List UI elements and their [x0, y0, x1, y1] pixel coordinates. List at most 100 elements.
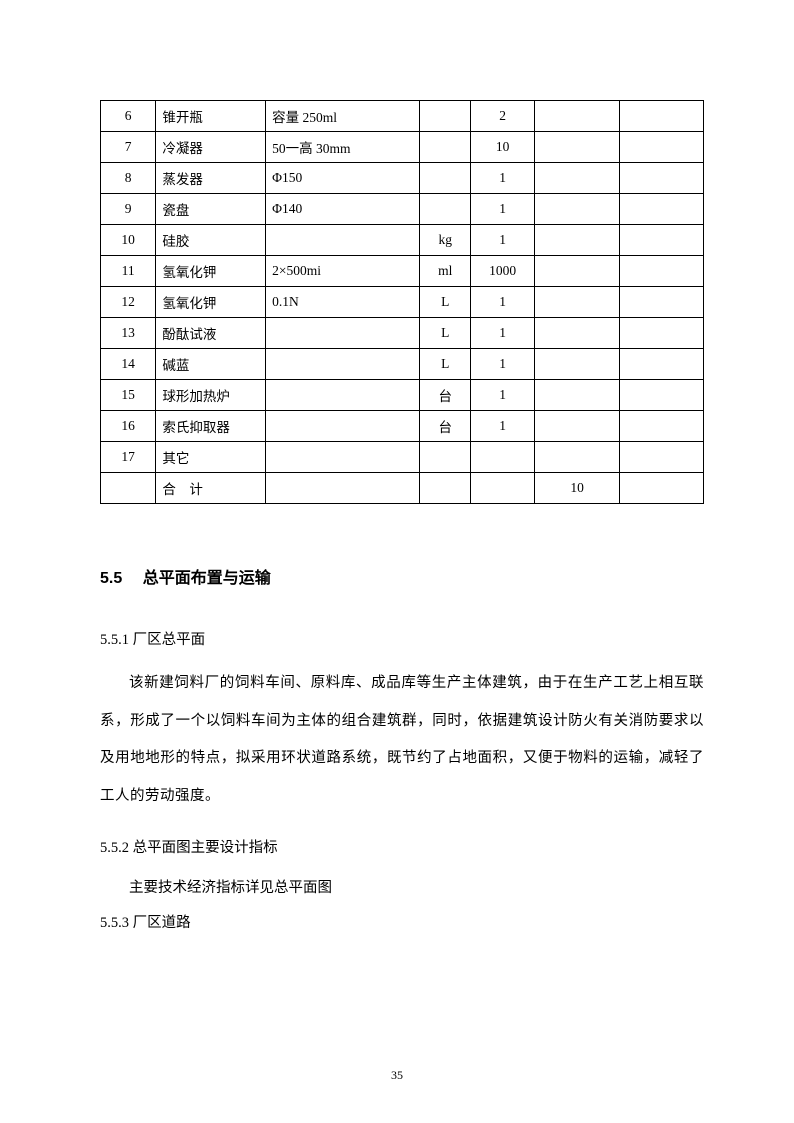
table-cell: 8 [101, 163, 156, 194]
table-cell: 蒸发器 [156, 163, 266, 194]
table-cell [620, 225, 704, 256]
table-cell: 其它 [156, 442, 266, 473]
table-cell: 13 [101, 318, 156, 349]
table-cell: 9 [101, 194, 156, 225]
table-cell: 17 [101, 442, 156, 473]
table-cell: 11 [101, 256, 156, 287]
table-cell: 15 [101, 380, 156, 411]
table-cell: 16 [101, 411, 156, 442]
table-cell: 10 [471, 132, 534, 163]
section-title: 总平面布置与运输 [143, 570, 271, 587]
table-cell: 锥开瓶 [156, 101, 266, 132]
sub-heading-553: 5.5.3 厂区道路 [100, 911, 704, 932]
table-cell [420, 163, 471, 194]
table-cell: 2 [471, 101, 534, 132]
table-cell [266, 349, 420, 380]
table-cell [101, 473, 156, 504]
table-cell: 1 [471, 318, 534, 349]
table-cell [534, 225, 620, 256]
table-cell: 1 [471, 411, 534, 442]
table-cell [620, 380, 704, 411]
table-cell: 0.1N [266, 287, 420, 318]
sub-num: 5.5.3 [100, 915, 129, 931]
table-cell: Φ140 [266, 194, 420, 225]
table-cell: 硅胶 [156, 225, 266, 256]
table-cell [266, 318, 420, 349]
table-cell: L [420, 318, 471, 349]
table-cell [534, 411, 620, 442]
table-cell [620, 473, 704, 504]
table-cell [420, 101, 471, 132]
section-heading-55: 5.5 总平面布置与运输 [100, 564, 704, 588]
table-cell: 14 [101, 349, 156, 380]
table-cell: 索氏抑取器 [156, 411, 266, 442]
table-cell: 12 [101, 287, 156, 318]
table-row: 8蒸发器Φ1501 [101, 163, 704, 194]
table-row: 15球形加热炉 台1 [101, 380, 704, 411]
table-cell [471, 473, 534, 504]
table-cell [420, 473, 471, 504]
table-cell [534, 287, 620, 318]
equipment-table: 6锥开瓶容量 250ml27冷凝器50一高 30mm108蒸发器Φ15019瓷盘… [100, 100, 704, 504]
table-cell [620, 442, 704, 473]
table-cell: 1 [471, 225, 534, 256]
table-row: 11氢氧化钾2×500miml1000 [101, 256, 704, 287]
table-cell: 1 [471, 287, 534, 318]
table-cell [534, 380, 620, 411]
table-cell: L [420, 287, 471, 318]
table-cell [620, 318, 704, 349]
sub-title: 厂区道路 [133, 915, 191, 931]
table-cell: 6 [101, 101, 156, 132]
table-row: 9瓷盘Φ1401 [101, 194, 704, 225]
section-num: 5.5 [100, 570, 122, 587]
table-row: 7冷凝器50一高 30mm 10 [101, 132, 704, 163]
table-cell: 台 [420, 380, 471, 411]
paragraph-552: 主要技术经济指标详见总平面图 [100, 873, 704, 905]
table-cell [266, 411, 420, 442]
table-cell: 氢氧化钾 [156, 287, 266, 318]
table-cell: 酚酞试液 [156, 318, 266, 349]
sub-title: 总平面图主要设计指标 [133, 840, 278, 856]
table-cell: 冷凝器 [156, 132, 266, 163]
table-cell: 台 [420, 411, 471, 442]
table-cell: ml [420, 256, 471, 287]
table-row: 10硅胶 kg1 [101, 225, 704, 256]
table-cell [534, 349, 620, 380]
table-cell: 氢氧化钾 [156, 256, 266, 287]
table-cell: 1 [471, 194, 534, 225]
table-cell [534, 101, 620, 132]
table-cell [534, 132, 620, 163]
table-cell: 1 [471, 163, 534, 194]
table-row: 13酚酞试液 L1 [101, 318, 704, 349]
table-cell [420, 442, 471, 473]
table-cell: 合 计 [156, 473, 266, 504]
table-cell: 球形加热炉 [156, 380, 266, 411]
table-cell [620, 411, 704, 442]
table-cell: 1000 [471, 256, 534, 287]
table-cell [534, 194, 620, 225]
table-cell [620, 101, 704, 132]
table-cell [620, 287, 704, 318]
table-cell [620, 163, 704, 194]
table-cell [266, 225, 420, 256]
table-cell: 10 [101, 225, 156, 256]
sub-num: 5.5.2 [100, 840, 129, 856]
table-cell [266, 473, 420, 504]
table-cell: kg [420, 225, 471, 256]
table-cell: L [420, 349, 471, 380]
table-cell [534, 163, 620, 194]
table-cell: 7 [101, 132, 156, 163]
table-row: 16索氏抑取器 台1 [101, 411, 704, 442]
table-cell: 1 [471, 380, 534, 411]
page-number: 35 [0, 1068, 794, 1083]
table-row: 6锥开瓶容量 250ml2 [101, 101, 704, 132]
table-cell: 50一高 30mm [266, 132, 420, 163]
table-cell [266, 380, 420, 411]
table-cell [534, 442, 620, 473]
table-cell [534, 318, 620, 349]
sub-title: 厂区总平面 [133, 632, 206, 648]
table-cell [471, 442, 534, 473]
table-cell [534, 256, 620, 287]
table-row: 17其它 [101, 442, 704, 473]
sub-heading-551: 5.5.1 厂区总平面 [100, 628, 704, 649]
